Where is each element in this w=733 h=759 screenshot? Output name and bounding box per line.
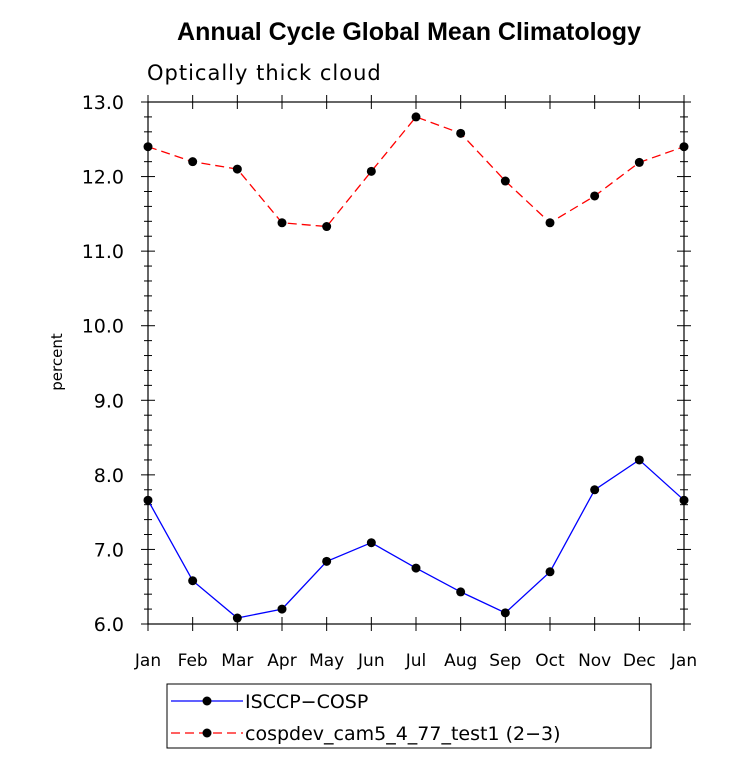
x-tick-label: May	[309, 651, 344, 671]
y-tick-label: 11.0	[82, 241, 124, 263]
x-tick-label: Jun	[357, 651, 385, 671]
y-tick-label: 6.0	[94, 614, 124, 636]
x-tick-label: Jul	[405, 651, 427, 671]
y-tick-label: 13.0	[82, 92, 124, 114]
legend-marker-isccp	[202, 696, 212, 706]
x-tick-labels: Jan Feb Mar Apr May Jun Jul Aug Sep Oct Nov Dec Jan	[134, 651, 697, 671]
data-point	[366, 166, 376, 176]
y-tick-label: 8.0	[94, 465, 124, 487]
data-point	[456, 587, 466, 597]
axis-ticks	[141, 95, 691, 631]
chart-subtitle: Optically thick cloud	[147, 61, 382, 85]
data-point	[232, 164, 242, 174]
y-tick-label: 7.0	[94, 539, 124, 561]
plot-frame	[147, 101, 685, 625]
legend-label-isccp: ISCCP−COSP	[245, 691, 368, 713]
x-tick-label: Jan	[134, 651, 161, 671]
legend-box	[166, 683, 652, 749]
series-lines	[143, 112, 689, 623]
data-point	[545, 567, 555, 577]
x-tick-label: Sep	[489, 651, 521, 671]
data-point	[634, 455, 644, 465]
data-point	[188, 576, 198, 586]
data-point	[277, 604, 287, 614]
series-line-0	[147, 459, 685, 619]
x-tick-label: Feb	[178, 651, 208, 671]
series-line-1	[147, 116, 685, 228]
data-point	[232, 613, 242, 623]
chart-title: Annual Cycle Global Mean Climatology	[177, 18, 641, 46]
data-point	[590, 191, 600, 201]
data-point	[634, 157, 644, 167]
data-point	[277, 218, 287, 228]
x-tick-label: Apr	[267, 651, 296, 671]
data-point	[590, 485, 600, 495]
x-tick-label: Nov	[578, 651, 611, 671]
data-point	[500, 608, 510, 618]
data-point	[366, 538, 376, 548]
y-tick-label: 12.0	[82, 167, 124, 189]
x-tick-label: Dec	[623, 651, 656, 671]
x-tick-label: Mar	[221, 651, 253, 671]
legend-marker-cospdev	[202, 728, 212, 738]
data-point	[411, 563, 421, 573]
data-point	[456, 128, 466, 138]
data-point	[411, 112, 421, 122]
x-tick-label: Jan	[670, 651, 697, 671]
legend-label-cospdev: cospdev_cam5_4_77_test1 (2−3)	[245, 723, 561, 745]
x-tick-label: Oct	[535, 651, 565, 671]
y-tick-label: 10.0	[82, 316, 124, 338]
data-point	[188, 157, 198, 167]
data-point	[322, 222, 332, 232]
legend: ISCCP−COSP cospdev_cam5_4_77_test1 (2−3)	[166, 683, 652, 749]
data-point	[322, 556, 332, 566]
y-tick-labels: 6.0 7.0 8.0 9.0 10.0 11.0 12.0 13.0	[82, 92, 124, 636]
y-tick-label: 9.0	[94, 390, 124, 412]
data-point	[545, 218, 555, 228]
x-tick-label: Aug	[444, 651, 477, 671]
y-axis-label: percent	[48, 333, 66, 391]
data-point	[500, 176, 510, 186]
